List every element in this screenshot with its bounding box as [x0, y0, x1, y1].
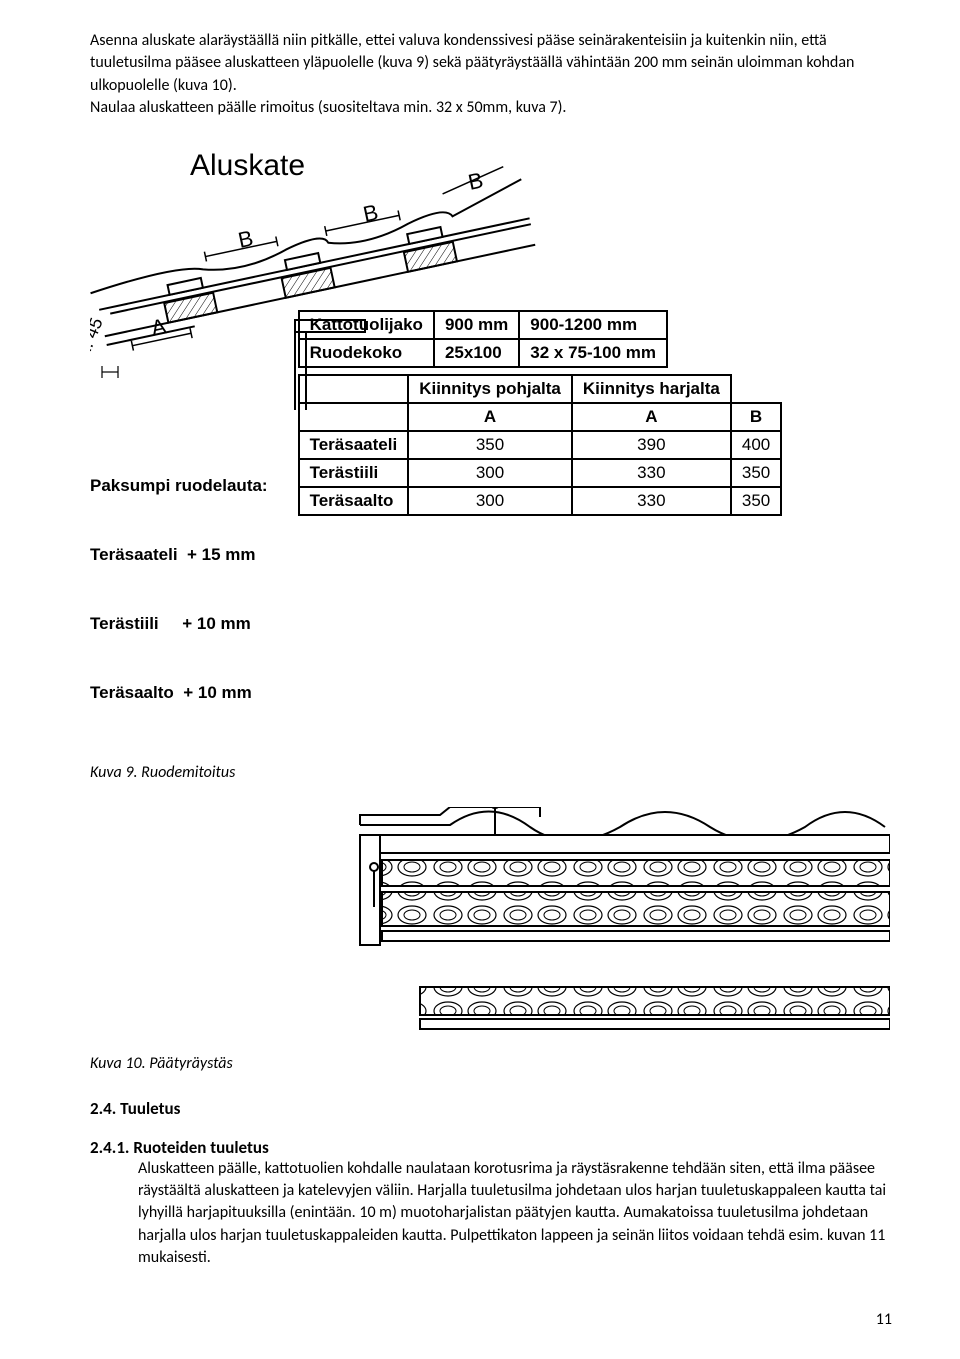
- t2-r1-2: 330: [572, 459, 731, 487]
- dim-letter-a: A: [149, 313, 169, 341]
- t2-hh-3: B: [731, 403, 781, 431]
- t2-h-1: Kiinnitys pohjalta: [408, 375, 572, 403]
- table-row: Kiinnitys pohjalta Kiinnitys harjalta: [299, 375, 782, 403]
- t2-h-0: [299, 375, 409, 403]
- table-row: Terästiili 300 330 350: [299, 459, 782, 487]
- spacing-table: Kattotuolijako 900 mm 900-1200 mm Ruodek…: [298, 310, 668, 368]
- t2-r1-1: 300: [408, 459, 572, 487]
- t1-c1-1: 32 x 75-100 mm: [519, 339, 667, 367]
- t2-hh-2: A: [572, 403, 731, 431]
- dim-letter-b3: B: [466, 167, 486, 195]
- t2-hh-1: A: [408, 403, 572, 431]
- t2-r2-3: 350: [731, 487, 781, 515]
- table-row: A A B: [299, 403, 782, 431]
- angle-label: n. 45: [90, 314, 107, 359]
- t2-r2-0: Teräsaalto: [299, 487, 409, 515]
- t1-c0-0: 900 mm: [434, 311, 519, 339]
- t1-h0: Kattotuolijako: [299, 311, 434, 339]
- t2-hh-0: [299, 403, 409, 431]
- paksumpi-box: Paksumpi ruodelauta: Teräsaateli + 15 mm…: [90, 430, 268, 751]
- caption-10: Kuva 10. Päätyräystäs: [90, 1054, 900, 1073]
- table-row: Ruodekoko 25x100 32 x 75-100 mm: [299, 339, 667, 367]
- t2-r0-3: 400: [731, 431, 781, 459]
- t2-r1-0: Terästiili: [299, 459, 409, 487]
- table-row: Teräsaalto 300 330 350: [299, 487, 782, 515]
- tables-column: Kattotuolijako 900 mm 900-1200 mm Ruodek…: [298, 310, 783, 516]
- t2-r0-2: 390: [572, 431, 731, 459]
- t1-c0-1: 25x100: [434, 339, 519, 367]
- body-2-4-1: Aluskatteen päälle, kattotuolien kohdall…: [138, 1158, 900, 1270]
- paksumpi-line-0: Teräsaateli + 15 mm: [90, 544, 268, 567]
- paksumpi-title: Paksumpi ruodelauta:: [90, 475, 268, 498]
- heading-2-4: 2.4. Tuuletus: [90, 1098, 900, 1119]
- t2-r1-3: 350: [731, 459, 781, 487]
- page-number: 11: [90, 1310, 900, 1329]
- heading-2-4-1: 2.4.1. Ruoteiden tuuletus: [90, 1137, 900, 1158]
- paksumpi-line-1: Terästiili + 10 mm: [90, 613, 268, 636]
- t2-h-3: [731, 375, 781, 403]
- caption-9: Kuva 9. Ruodemitoitus: [90, 763, 900, 782]
- tables-row: Paksumpi ruodelauta: Teräsaateli + 15 mm…: [90, 430, 900, 751]
- eave-cross-section: [290, 807, 890, 1037]
- intro-paragraph: Asenna aluskate alaräystäällä niin pitkä…: [90, 30, 900, 120]
- t2-r0-1: 350: [408, 431, 572, 459]
- t2-r2-2: 330: [572, 487, 731, 515]
- t2-r2-1: 300: [408, 487, 572, 515]
- t1-h1: Ruodekoko: [299, 339, 434, 367]
- fastening-table: Kiinnitys pohjalta Kiinnitys harjalta A …: [298, 374, 783, 516]
- t1-c1-0: 900-1200 mm: [519, 311, 667, 339]
- table-row: Kattotuolijako 900 mm 900-1200 mm: [299, 311, 667, 339]
- table-row: Teräsaateli 350 390 400: [299, 431, 782, 459]
- figure-10-area: [290, 807, 900, 1042]
- diagram-title: Aluskate: [190, 149, 305, 182]
- t2-h-2: Kiinnitys harjalta: [572, 375, 731, 403]
- t2-r0-0: Teräsaateli: [299, 431, 409, 459]
- paksumpi-line-2: Teräsaalto + 10 mm: [90, 682, 268, 705]
